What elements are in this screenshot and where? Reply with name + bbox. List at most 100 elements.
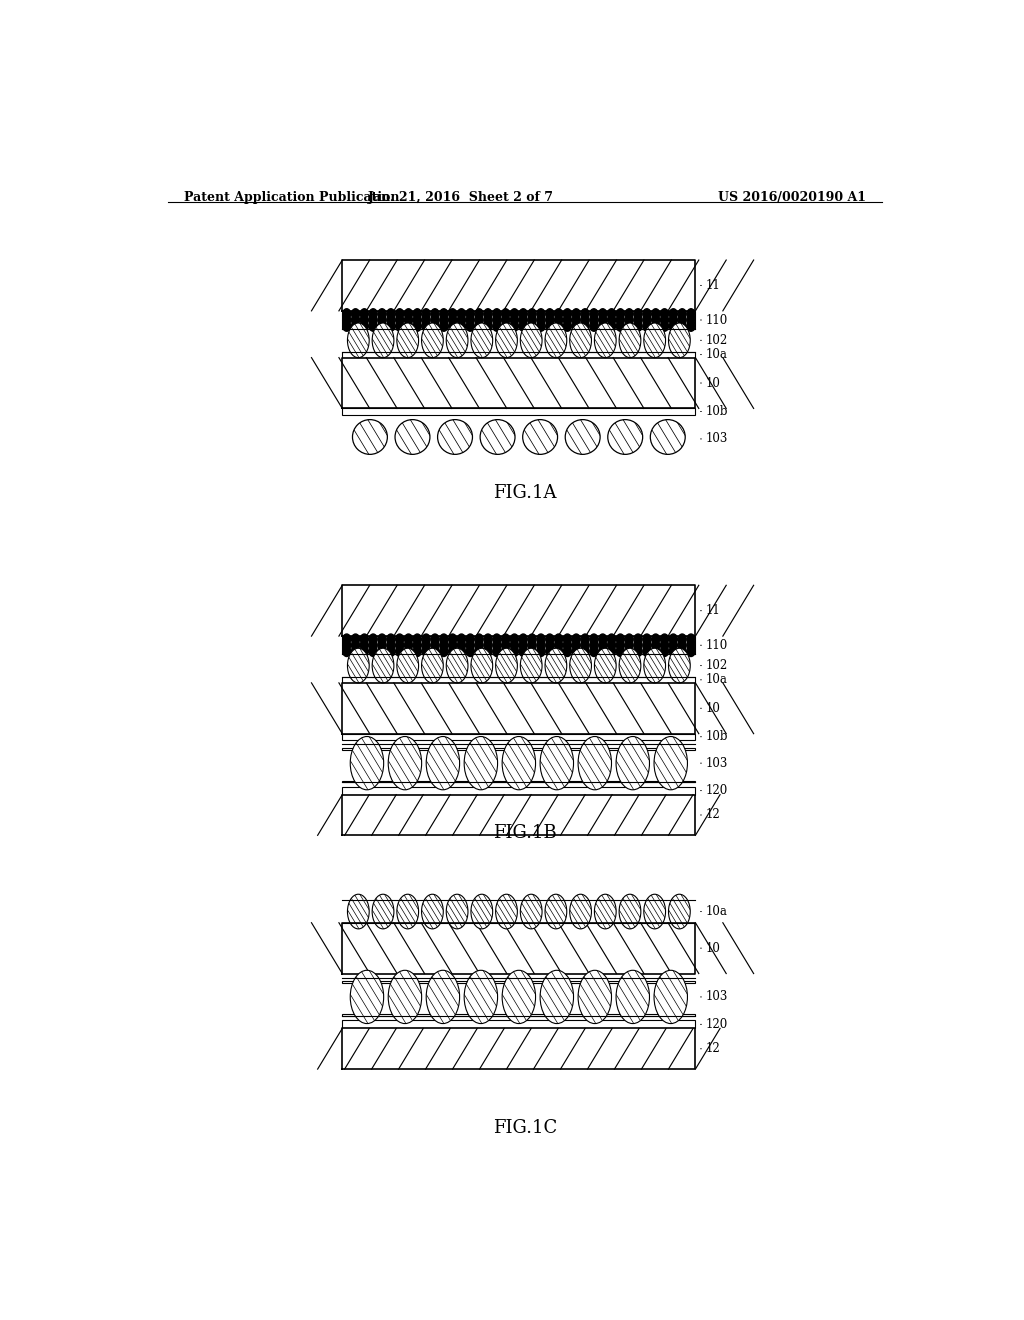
Circle shape [475,640,483,651]
Circle shape [599,634,607,644]
Circle shape [634,634,642,644]
Circle shape [360,315,369,325]
Text: 10b: 10b [706,405,728,418]
Circle shape [449,647,457,656]
Circle shape [528,647,537,656]
Text: US 2016/0020190 A1: US 2016/0020190 A1 [718,191,866,203]
Text: 10a: 10a [706,673,728,686]
Circle shape [546,640,554,651]
Circle shape [395,634,403,644]
Circle shape [519,647,527,656]
Circle shape [360,309,369,319]
Ellipse shape [620,648,641,682]
Circle shape [378,315,386,325]
Ellipse shape [437,420,472,454]
Circle shape [378,321,386,331]
Bar [342,408,695,414]
Circle shape [360,321,369,331]
Circle shape [626,309,633,319]
Circle shape [493,640,501,651]
Ellipse shape [496,648,517,682]
Ellipse shape [545,648,566,682]
Circle shape [414,647,421,656]
Circle shape [546,647,554,656]
Circle shape [387,647,395,656]
Circle shape [466,647,474,656]
Circle shape [634,309,642,319]
Bar [342,795,695,836]
Ellipse shape [520,323,542,358]
Circle shape [678,640,686,651]
Circle shape [351,634,359,644]
Circle shape [387,321,395,331]
Text: 103: 103 [706,756,728,770]
Circle shape [670,647,677,656]
Circle shape [519,634,527,644]
Text: 12: 12 [706,1043,721,1055]
Circle shape [484,321,492,331]
Ellipse shape [520,648,542,682]
Circle shape [395,321,403,331]
Circle shape [404,309,413,319]
Circle shape [651,315,659,325]
Text: FIG.1A: FIG.1A [493,483,557,502]
Circle shape [528,315,537,325]
Circle shape [449,315,457,325]
Circle shape [378,647,386,656]
Circle shape [351,640,359,651]
Circle shape [687,321,695,331]
Circle shape [475,315,483,325]
Circle shape [475,647,483,656]
Circle shape [616,640,625,651]
Circle shape [572,640,581,651]
Circle shape [590,640,598,651]
Circle shape [502,634,510,644]
Circle shape [670,634,677,644]
Circle shape [493,634,501,644]
Text: Patent Application Publication: Patent Application Publication [183,191,399,203]
Circle shape [519,309,527,319]
Text: 103: 103 [706,433,728,445]
Ellipse shape [569,648,592,682]
Circle shape [555,309,562,319]
Ellipse shape [616,737,649,789]
Circle shape [687,315,695,325]
Circle shape [678,321,686,331]
Circle shape [370,309,377,319]
Ellipse shape [397,894,419,929]
Ellipse shape [347,323,370,358]
Text: 10: 10 [706,376,721,389]
Ellipse shape [594,323,616,358]
Circle shape [537,634,545,644]
Circle shape [449,309,457,319]
Circle shape [660,321,669,331]
Ellipse shape [545,894,566,929]
Circle shape [599,321,607,331]
Text: 102: 102 [706,334,728,347]
Circle shape [404,647,413,656]
Circle shape [422,640,430,651]
Circle shape [431,634,439,644]
Circle shape [581,315,589,325]
Ellipse shape [644,323,666,358]
Circle shape [351,309,359,319]
Ellipse shape [446,894,468,929]
Circle shape [439,309,447,319]
Circle shape [616,315,625,325]
Ellipse shape [669,894,690,929]
Text: 110: 110 [706,314,728,326]
Circle shape [643,634,651,644]
Circle shape [599,647,607,656]
Circle shape [563,640,571,651]
Circle shape [590,647,598,656]
Ellipse shape [540,970,573,1023]
Bar [342,780,695,783]
Circle shape [370,321,377,331]
Ellipse shape [372,323,394,358]
Circle shape [414,309,421,319]
Circle shape [581,321,589,331]
Circle shape [431,321,439,331]
Ellipse shape [397,648,419,682]
Bar [342,787,695,795]
Ellipse shape [471,648,493,682]
